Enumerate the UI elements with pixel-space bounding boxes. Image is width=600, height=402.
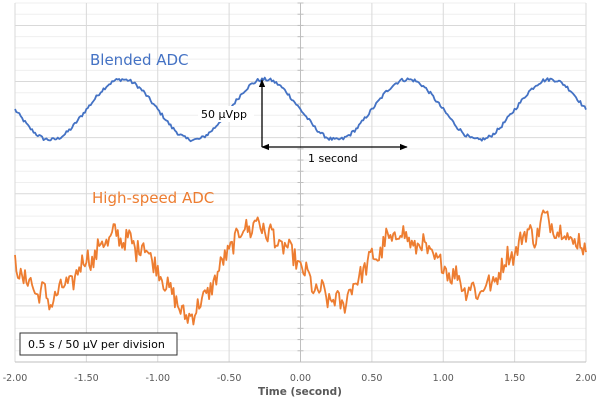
- series-line-high-speed-adc: [14, 209, 587, 326]
- x-tick-label: 1.50: [504, 373, 525, 384]
- series-line-blended-adc: [14, 76, 587, 143]
- x-axis-title: Time (second): [258, 386, 342, 398]
- x-tick-label: 1.00: [433, 373, 454, 384]
- period-label: 1 second: [308, 152, 358, 165]
- x-tick-labels: -2.00 -1.50 -1.00 -0.50 0.00 0.50 1.00 1.50 2.00: [3, 373, 597, 384]
- x-tick-label: -1.00: [145, 373, 170, 384]
- amplitude-label-bg: [198, 106, 254, 122]
- x-tick-label: -2.00: [3, 373, 28, 384]
- x-tick-label: 0.00: [290, 373, 311, 384]
- x-tick-label: -1.50: [74, 373, 99, 384]
- legend-high-speed-adc: High-speed ADC: [92, 189, 214, 207]
- series-group: [14, 76, 587, 326]
- legend-blended-adc: Blended ADC: [90, 51, 189, 69]
- x-tick-label: -0.50: [217, 373, 242, 384]
- x-tick-label: 0.50: [361, 373, 382, 384]
- grid: [14, 2, 587, 363]
- x-tick-label: 2.00: [575, 373, 596, 384]
- amplitude-label: 50 µVpp: [201, 108, 247, 121]
- scale-box-label: 0.5 s / 50 µV per division: [28, 338, 165, 351]
- scale-box: [19, 332, 178, 356]
